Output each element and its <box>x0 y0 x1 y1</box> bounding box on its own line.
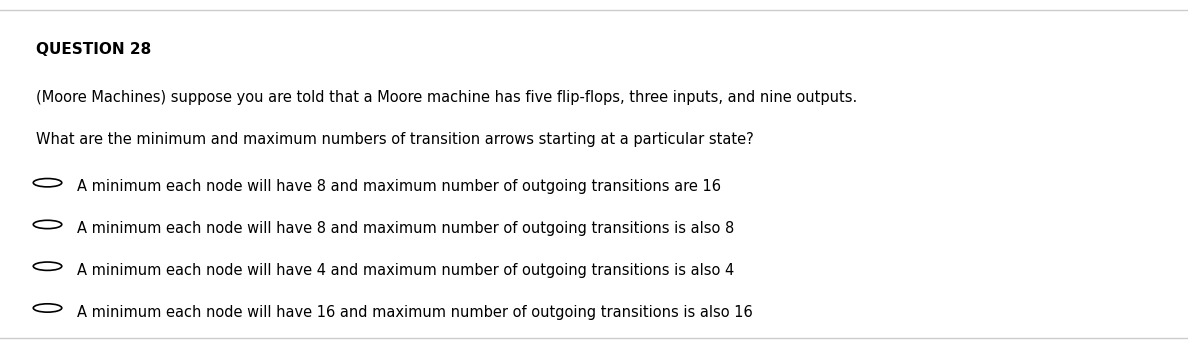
Text: (Moore Machines) suppose you are told that a Moore machine has five flip-flops, : (Moore Machines) suppose you are told th… <box>36 90 857 105</box>
Text: A minimum each node will have 8 and maximum number of outgoing transitions are 1: A minimum each node will have 8 and maxi… <box>77 179 721 194</box>
Text: A minimum each node will have 4 and maximum number of outgoing transitions is al: A minimum each node will have 4 and maxi… <box>77 263 734 278</box>
Text: A minimum each node will have 8 and maximum number of outgoing transitions is al: A minimum each node will have 8 and maxi… <box>77 221 734 236</box>
Text: A minimum each node will have 16 and maximum number of outgoing transitions is a: A minimum each node will have 16 and max… <box>77 304 753 319</box>
Text: What are the minimum and maximum numbers of transition arrows starting at a part: What are the minimum and maximum numbers… <box>36 132 753 147</box>
Text: QUESTION 28: QUESTION 28 <box>36 42 151 57</box>
